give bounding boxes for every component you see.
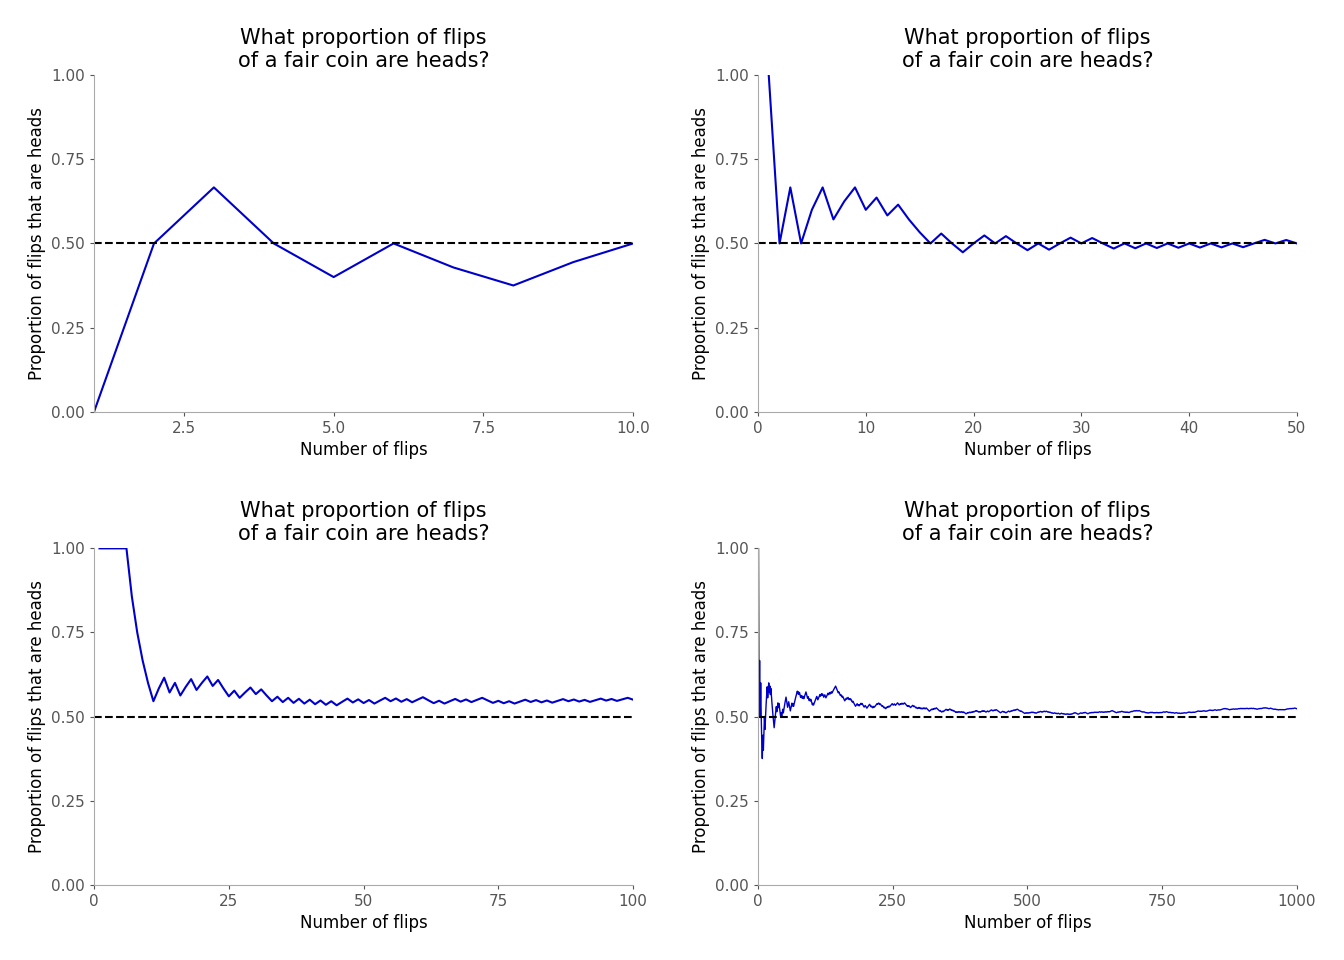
Y-axis label: Proportion of flips that are heads: Proportion of flips that are heads: [692, 580, 710, 853]
X-axis label: Number of flips: Number of flips: [964, 914, 1091, 932]
X-axis label: Number of flips: Number of flips: [300, 914, 427, 932]
Y-axis label: Proportion of flips that are heads: Proportion of flips that are heads: [692, 107, 710, 380]
Title: What proportion of flips
of a fair coin are heads?: What proportion of flips of a fair coin …: [902, 501, 1153, 544]
Title: What proportion of flips
of a fair coin are heads?: What proportion of flips of a fair coin …: [902, 28, 1153, 71]
Y-axis label: Proportion of flips that are heads: Proportion of flips that are heads: [28, 580, 46, 853]
X-axis label: Number of flips: Number of flips: [964, 442, 1091, 459]
Title: What proportion of flips
of a fair coin are heads?: What proportion of flips of a fair coin …: [238, 28, 489, 71]
X-axis label: Number of flips: Number of flips: [300, 442, 427, 459]
Title: What proportion of flips
of a fair coin are heads?: What proportion of flips of a fair coin …: [238, 501, 489, 544]
Y-axis label: Proportion of flips that are heads: Proportion of flips that are heads: [28, 107, 46, 380]
